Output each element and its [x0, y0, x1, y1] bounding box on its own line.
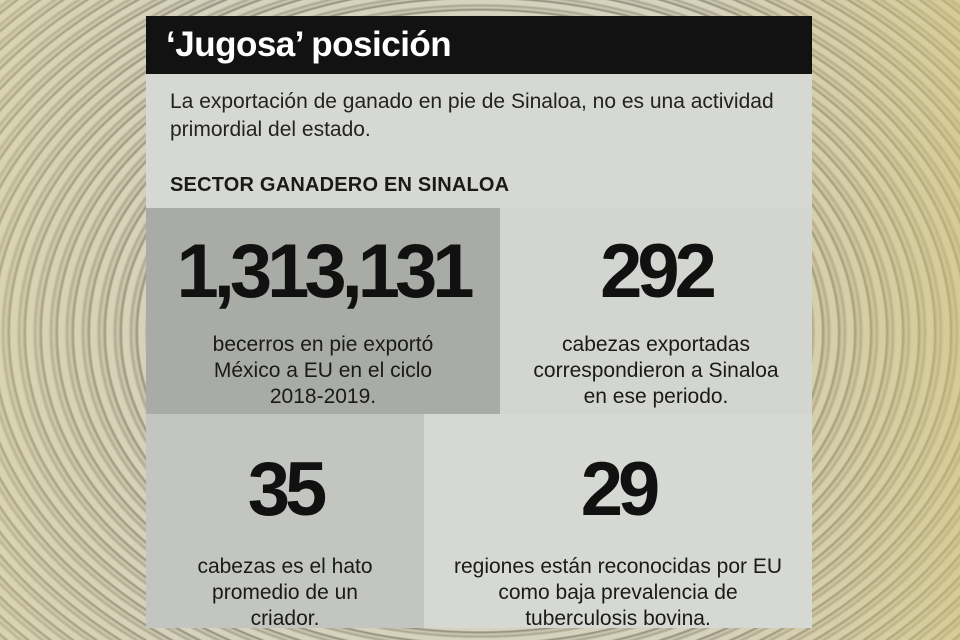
stat-value: 1,313,131 [176, 229, 474, 314]
infographic-card: ‘Jugosa’ posición La exportación de gana… [146, 16, 812, 630]
stat-value: 29 [580, 447, 661, 532]
section-label: SECTOR GANADERO EN SINALOA [170, 174, 510, 196]
stat-description: regiones están reconocidas por EU como b… [453, 555, 783, 630]
stat-panel-sinaloa-heads: 292 cabezas exportadas correspondieron a… [500, 208, 812, 414]
stat-description: becerros en pie exportó México a EU en e… [212, 333, 434, 408]
stat-description: cabezas exportadas correspondieron a Sin… [533, 333, 779, 408]
stat-panel-regions: 29 regiones están reconocidas por EU com… [424, 414, 812, 630]
title-bar: ‘Jugosa’ posición [146, 16, 812, 74]
stat-description: cabezas es el hato promedio de un criado… [197, 555, 373, 630]
stat-panel-exported-calves: 1,313,131 becerros en pie exportó México… [146, 208, 500, 414]
infographic-subtitle: La exportación de ganado en pie de Sinal… [170, 90, 774, 141]
infographic-title: ‘Jugosa’ posición [166, 25, 452, 64]
stat-value: 292 [600, 229, 717, 314]
stat-panel-average-herd: 35 cabezas es el hato promedio de un cri… [146, 414, 424, 630]
stat-value: 35 [247, 447, 328, 532]
